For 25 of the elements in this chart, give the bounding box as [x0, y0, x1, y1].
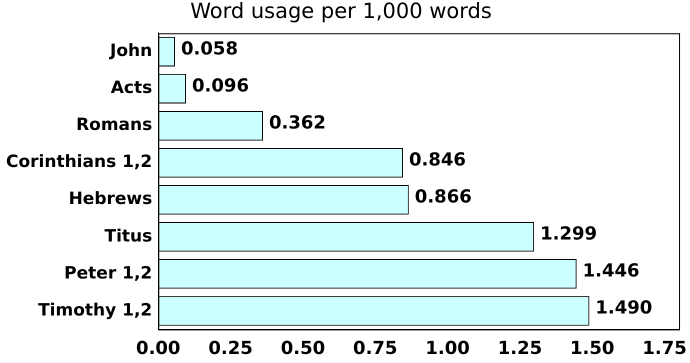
x-tick-label: 1.50	[570, 338, 614, 359]
y-tick-label: Timothy 1,2	[38, 300, 152, 320]
data-label: 0.362	[268, 112, 326, 134]
chart-title: Word usage per 1,000 words	[190, 0, 492, 24]
x-tick-label: 0.75	[353, 338, 398, 359]
x-tick-label: 1.75	[642, 338, 687, 359]
y-tick-label: Peter 1,2	[64, 263, 152, 284]
x-tick-label: 1.25	[498, 338, 542, 359]
x-tick-label: 0.25	[208, 338, 253, 359]
y-tick-label: Titus	[104, 226, 152, 246]
x-tick-label: 1.00	[425, 338, 470, 359]
y-tick-label: John	[109, 41, 152, 62]
y-tick-label: Romans	[76, 115, 152, 136]
data-label: 1.446	[582, 260, 640, 282]
x-tick-label: 0.00	[136, 338, 180, 359]
data-label: 0.846	[409, 149, 466, 170]
data-label: 0.058	[181, 38, 238, 60]
data-label: 1.299	[540, 224, 598, 245]
y-tick-label: Acts	[110, 78, 152, 98]
y-tick-label: Hebrews	[68, 189, 152, 210]
x-tick-label: 0.50	[280, 338, 326, 359]
data-label: 0.866	[414, 186, 472, 208]
data-label: 0.096	[192, 75, 249, 96]
data-label: 1.490	[595, 298, 652, 319]
y-tick-label: Corinthians 1,2	[6, 152, 152, 172]
